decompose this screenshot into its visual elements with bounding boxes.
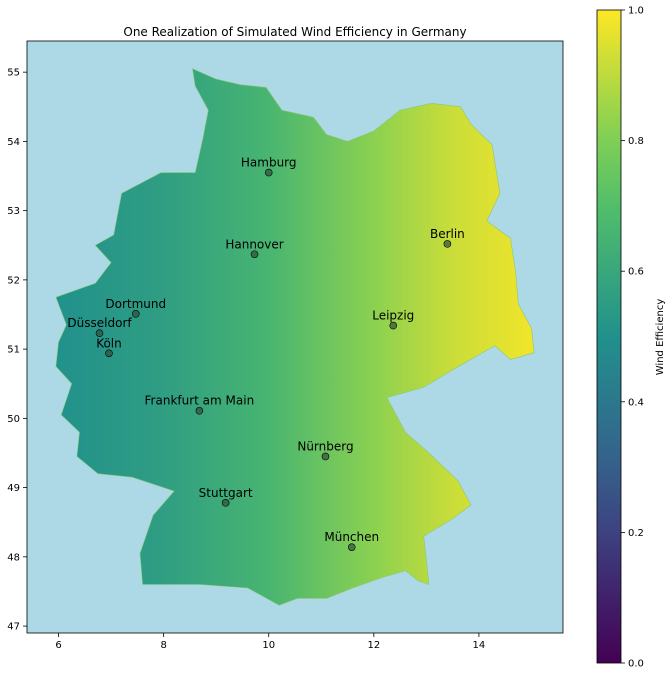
city-label: Nürnberg bbox=[297, 439, 353, 453]
y-tick-label: 51 bbox=[7, 345, 20, 356]
y-axis: 47 48 49 50 51 52 53 54 55 bbox=[7, 68, 27, 633]
germany-region bbox=[55, 68, 535, 606]
y-tick-label: 47 bbox=[7, 622, 20, 633]
city-label: Leipzig bbox=[372, 309, 414, 323]
x-tick-label: 10 bbox=[262, 640, 275, 651]
city-label: Berlin bbox=[430, 227, 465, 241]
colorbar-tick-label: 0.6 bbox=[628, 267, 644, 278]
city-dot bbox=[221, 499, 230, 507]
colorbar-tick-label: 0.4 bbox=[628, 397, 644, 408]
city-dot bbox=[250, 250, 259, 259]
y-tick-label: 50 bbox=[7, 414, 20, 425]
city-dot bbox=[95, 329, 104, 337]
x-tick-label: 6 bbox=[55, 640, 61, 651]
y-tick-label: 55 bbox=[7, 68, 20, 79]
y-tick-label: 48 bbox=[7, 552, 20, 563]
y-tick-label: 52 bbox=[7, 275, 20, 286]
city-label: Stuttgart bbox=[199, 486, 253, 500]
x-tick-label: 14 bbox=[473, 640, 486, 651]
y-tick-label: 49 bbox=[7, 483, 20, 494]
city-dot bbox=[347, 543, 356, 551]
city-dot bbox=[389, 321, 398, 330]
city-label: Dortmund bbox=[105, 297, 166, 311]
city-dot bbox=[105, 349, 113, 358]
city-label: Düsseldorf bbox=[67, 316, 132, 330]
colorbar-tick-label: 0.8 bbox=[628, 136, 644, 147]
x-axis: 6 8 10 12 14 bbox=[55, 633, 485, 651]
colorbar-tick-label: 0.0 bbox=[628, 659, 644, 670]
x-tick-label: 8 bbox=[160, 640, 166, 651]
city-dot bbox=[264, 168, 273, 177]
colorbar-tick-label: 1.0 bbox=[628, 6, 644, 17]
city-dot bbox=[131, 310, 140, 318]
city-markers: Hamburg Berlin Hannover Dortmund Düsseldorf K… bbox=[67, 156, 465, 551]
city-label: Frankfurt am Main bbox=[145, 394, 255, 408]
x-tick-label: 12 bbox=[367, 640, 380, 651]
colorbar-ticks: 0.0 0.2 0.4 0.6 0.8 1.0 bbox=[621, 6, 644, 670]
city-label: Hannover bbox=[225, 237, 283, 251]
city-dot bbox=[195, 406, 204, 415]
colorbar bbox=[596, 9, 622, 664]
city-label: Hamburg bbox=[241, 156, 297, 170]
city-dot bbox=[443, 240, 452, 248]
map-title: One Realization of Simulated Wind Effici… bbox=[123, 25, 466, 39]
y-tick-label: 53 bbox=[7, 206, 20, 217]
city-dot bbox=[321, 452, 330, 461]
colorbar-tick-label: 0.2 bbox=[628, 528, 644, 539]
city-label: München bbox=[324, 530, 379, 544]
city-label: Köln bbox=[96, 336, 122, 350]
y-tick-label: 54 bbox=[7, 137, 20, 148]
colorbar-label: Wind Efficiency bbox=[655, 299, 666, 376]
